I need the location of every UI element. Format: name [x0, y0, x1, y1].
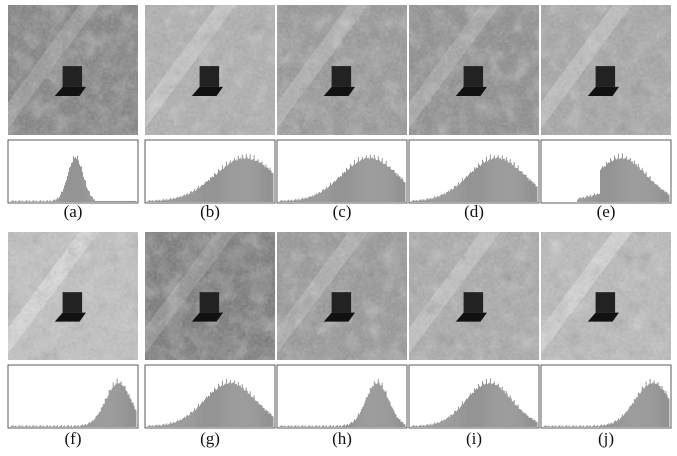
- image-box: [463, 66, 484, 87]
- image-box: [62, 66, 83, 87]
- image-shadow: [587, 86, 619, 96]
- panel-label: (j): [598, 429, 614, 448]
- image-box: [463, 292, 484, 313]
- panel-label: (b): [200, 202, 220, 221]
- image-box: [199, 66, 220, 87]
- panel: (g): [144, 232, 276, 448]
- image-box: [595, 66, 616, 87]
- panel: (f): [7, 232, 139, 448]
- image-shadow: [54, 312, 86, 322]
- image-shadow: [191, 86, 223, 96]
- image-shadow: [323, 86, 355, 96]
- panel: (d): [408, 5, 540, 221]
- panel-label: (e): [597, 202, 616, 221]
- image-shadow: [323, 312, 355, 322]
- panel: (a): [7, 5, 139, 221]
- histogram-frame: [7, 139, 139, 204]
- image-shadow: [587, 312, 619, 322]
- image-shadow: [54, 86, 86, 96]
- panel-label: (f): [65, 429, 82, 448]
- image-box: [595, 292, 616, 313]
- panel-label: (c): [333, 202, 352, 221]
- panel: (j): [540, 232, 672, 448]
- panel-label: (d): [464, 202, 484, 221]
- panel-label: (i): [466, 429, 482, 448]
- image-shadow: [455, 312, 487, 322]
- image-shadow: [191, 312, 223, 322]
- image-shadow: [455, 86, 487, 96]
- panel: (h): [276, 232, 408, 448]
- image-box: [331, 66, 352, 87]
- panel-label: (a): [64, 202, 83, 221]
- panel-label: (h): [332, 429, 352, 448]
- image-box: [331, 292, 352, 313]
- panel-label: (g): [200, 429, 220, 448]
- panel: (b): [144, 5, 276, 221]
- panel: (i): [408, 232, 540, 448]
- image-box: [62, 292, 83, 313]
- panel: (c): [276, 5, 408, 221]
- image-box: [199, 292, 220, 313]
- panel: (e): [540, 5, 672, 221]
